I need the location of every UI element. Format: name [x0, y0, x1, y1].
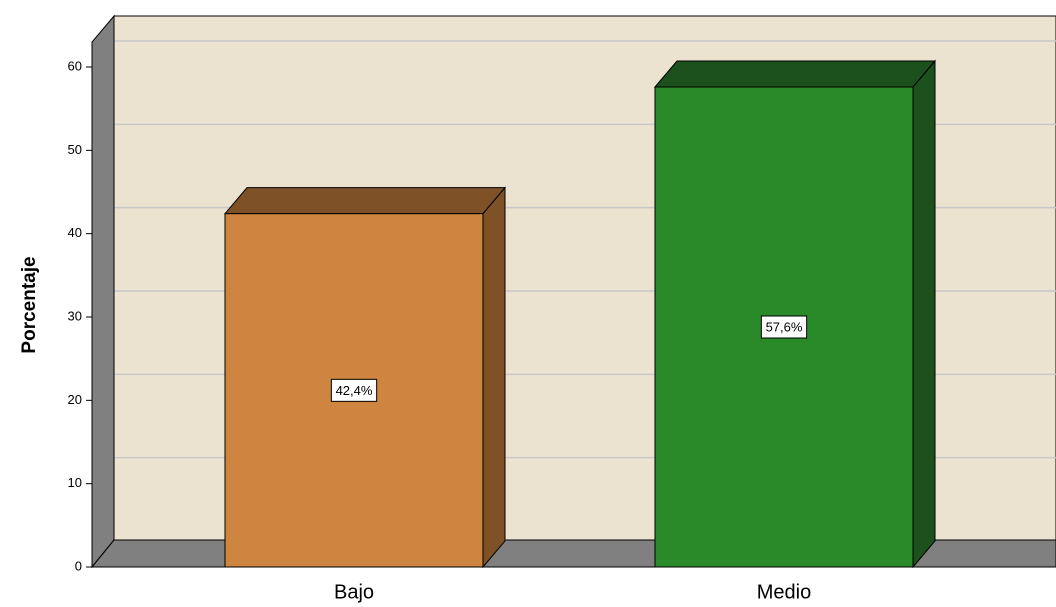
value-label-box	[330, 378, 378, 402]
left-wall	[91, 14, 115, 569]
y-axis-label: Porcentaje	[19, 256, 40, 353]
y-tick-label: 50	[68, 142, 82, 157]
y-tick-label: 0	[75, 558, 82, 573]
x-tick-label: Bajo	[334, 581, 374, 603]
value-label: 57,6%	[766, 319, 803, 334]
bar-side	[912, 59, 936, 569]
y-tick-label: 60	[68, 58, 82, 73]
y-tick-label: 30	[68, 308, 82, 323]
bar-top	[223, 187, 507, 215]
y-tick-label: 20	[68, 392, 82, 407]
value-label-box	[760, 315, 808, 339]
x-tick-label: Medio	[757, 581, 811, 603]
bar-top	[653, 60, 937, 88]
bar-side	[482, 186, 506, 569]
value-label: 42,4%	[336, 383, 373, 398]
y-tick-label: 10	[68, 475, 82, 490]
y-tick-label: 40	[68, 225, 82, 240]
